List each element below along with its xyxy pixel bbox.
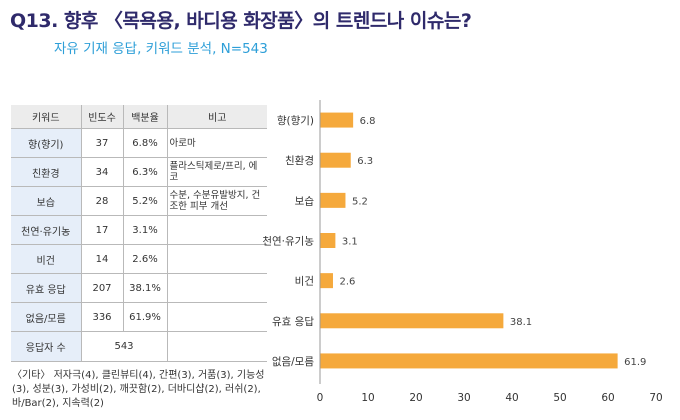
x-tick-label: 10	[361, 392, 374, 404]
page-subtitle: 자유 기재 응답, 키워드 분석, N=543	[54, 41, 268, 57]
percent-cell: 5.2%	[123, 186, 168, 216]
page-title: Q13. 향후 〈목욕용, 바디용 화장품〉의 트렌드나 이슈는?	[10, 10, 472, 32]
respondents-label: 응답자 수	[11, 331, 82, 362]
note-cell: 수분, 수분유발방지, 건조한 피부 개선	[167, 186, 267, 216]
keyword-cell: 보습	[11, 186, 82, 216]
keyword-cell: 친환경	[11, 157, 82, 187]
table-row: 유효 응답 207 38.1%	[11, 273, 267, 303]
category-label: 없음/모름	[272, 355, 315, 368]
respondents-note-cell	[167, 331, 267, 362]
frequency-cell: 14	[81, 244, 124, 274]
percent-cell: 3.1%	[123, 215, 168, 245]
percent-cell: 2.6%	[123, 244, 168, 274]
bar	[320, 112, 354, 128]
x-tick-label: 60	[601, 392, 614, 404]
data-label: 2.6	[339, 277, 355, 288]
note-cell: 아로마	[167, 128, 267, 158]
category-label: 친환경	[285, 154, 314, 167]
percent-cell: 6.3%	[123, 157, 168, 187]
bar	[320, 353, 618, 369]
percent-cell: 61.9%	[123, 302, 168, 332]
bar	[320, 313, 504, 329]
category-label: 천연·유기농	[262, 236, 314, 248]
bar	[320, 273, 333, 289]
respondents-value: 543	[81, 331, 168, 362]
x-tick-label: 70	[649, 392, 662, 404]
note-cell	[167, 244, 267, 274]
note-cell	[167, 273, 267, 303]
keyword-cell: 천연·유기농	[11, 215, 82, 245]
x-tick-label: 50	[553, 392, 566, 404]
table-row: 없음/모름 336 61.9%	[11, 302, 267, 332]
x-tick-label: 20	[409, 392, 422, 404]
frequency-cell: 37	[81, 128, 124, 158]
bar	[320, 233, 336, 248]
bar	[320, 152, 351, 168]
category-label: 향(향기)	[277, 115, 314, 127]
column-header-percent: 백분율	[123, 105, 168, 129]
keyword-table: 키워드 빈도수 백분율 비고 향(향기) 37 6.8% 아로마 친환경 34 …	[11, 105, 267, 362]
table-row: 보습 28 5.2% 수분, 수분유발방지, 건조한 피부 개선	[11, 186, 267, 216]
keyword-cell: 없음/모름	[11, 302, 82, 332]
note-cell: 플라스틱제로/프리, 에코	[167, 157, 267, 187]
keyword-cell: 유효 응답	[11, 273, 82, 303]
data-label: 6.8	[360, 116, 376, 127]
table-row: 향(향기) 37 6.8% 아로마	[11, 128, 267, 158]
data-label: 3.1	[342, 237, 358, 248]
note-cell	[167, 302, 267, 332]
frequency-cell: 17	[81, 215, 124, 245]
column-header-keyword: 키워드	[11, 105, 82, 129]
percent-cell: 38.1%	[123, 273, 168, 303]
x-tick-label: 30	[457, 392, 470, 404]
data-label: 5.2	[352, 196, 368, 207]
frequency-cell: 34	[81, 157, 124, 187]
table-row: 친환경 34 6.3% 플라스틱제로/프리, 에코	[11, 157, 267, 187]
keyword-cell: 비건	[11, 244, 82, 274]
column-header-note: 비고	[167, 105, 267, 129]
respondents-row: 응답자 수 543	[11, 331, 267, 362]
table-row: 비건 14 2.6%	[11, 244, 267, 274]
keyword-cell: 향(향기)	[11, 128, 82, 158]
data-label: 6.3	[357, 156, 373, 167]
frequency-cell: 207	[81, 273, 124, 303]
category-label: 유효 응답	[272, 316, 314, 328]
column-header-frequency: 빈도수	[81, 105, 124, 129]
note-cell	[167, 215, 267, 245]
x-tick-label: 0	[317, 392, 324, 404]
category-label: 비건	[295, 276, 314, 288]
bar	[320, 192, 346, 208]
table-header-row: 키워드 빈도수 백분율 비고	[11, 105, 267, 129]
others-note: 〈기타〉 저자극(4), 클린뷰티(4), 간편(3), 거품(3), 기능성(…	[12, 370, 265, 409]
table-row: 천연·유기농 17 3.1%	[11, 215, 267, 245]
data-label: 61.9	[624, 357, 646, 368]
percent-cell: 6.8%	[123, 128, 168, 158]
category-label: 보습	[295, 195, 315, 207]
frequency-cell: 28	[81, 186, 124, 216]
x-tick-label: 40	[505, 392, 518, 404]
frequency-cell: 336	[81, 302, 124, 332]
data-label: 38.1	[510, 317, 532, 328]
